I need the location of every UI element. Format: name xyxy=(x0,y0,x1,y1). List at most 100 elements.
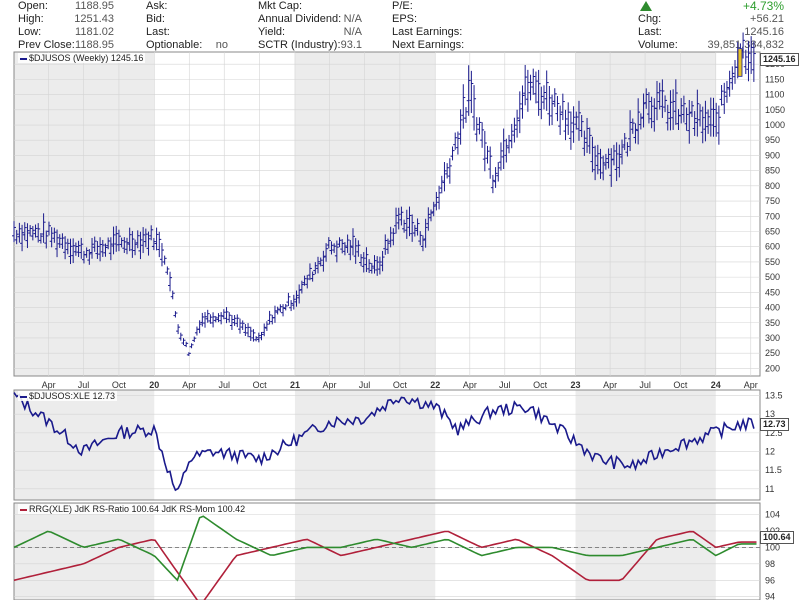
optionable-label: Optionable: xyxy=(146,39,203,51)
yield-label: Yield: xyxy=(258,26,286,38)
y-tick-label: 500 xyxy=(765,272,780,282)
year-shade-band xyxy=(294,503,436,600)
y-tick-label: 98 xyxy=(765,559,775,569)
x-tick-label: Apr xyxy=(603,380,617,390)
year-shade-band xyxy=(575,390,716,500)
y-tick-label: 96 xyxy=(765,575,775,585)
y-tick-label: 750 xyxy=(765,196,780,206)
percent-change: +4.73% xyxy=(742,0,784,13)
y-tick-label: 102 xyxy=(765,526,780,536)
pe-label: P/E: xyxy=(392,0,413,12)
y-tick-label: 1000 xyxy=(765,120,785,130)
next-earnings-label: Next Earnings: xyxy=(392,39,465,51)
chg-label: Chg: xyxy=(638,13,662,25)
y-tick-label: 400 xyxy=(765,303,780,313)
y-tick-label: 950 xyxy=(765,135,780,145)
y-tick-label: 94 xyxy=(765,592,775,600)
ratio-last-badge: 12.73 xyxy=(760,418,789,431)
y-tick-label: 450 xyxy=(765,287,780,297)
rrg-chart-panel[interactable]: 94 96 98 100 102 104 RRG(XLE) JdK RS-Ratio 10… xyxy=(13,502,794,600)
y-tick-label: 100 xyxy=(765,542,780,552)
price-chart-panel[interactable]: 200 250 300 350 400 450 500 550 600 650 700 750 800 8… xyxy=(12,32,799,390)
x-tick-label: 21 xyxy=(290,380,300,390)
panel-frame xyxy=(13,502,761,600)
x-tick-label: Apr xyxy=(744,380,758,390)
prev-close-label: Prev Close: xyxy=(18,39,75,51)
x-tick-label: Apr xyxy=(42,380,56,390)
up-arrow-icon xyxy=(640,1,652,11)
year-shade-band xyxy=(14,503,155,600)
y-tick-label: 200 xyxy=(765,363,780,373)
year-shade-band xyxy=(294,390,436,500)
volume-value: 39,851,384,832 xyxy=(707,39,784,51)
x-tick-label: Oct xyxy=(112,380,127,390)
low-value: 1181.02 xyxy=(75,26,114,38)
y-tick-label: 11.5 xyxy=(765,465,782,475)
y-tick-label: 900 xyxy=(765,150,780,160)
y-tick-label: 650 xyxy=(765,226,780,236)
bid-label: Bid: xyxy=(146,13,165,25)
x-tick-label: Jul xyxy=(78,380,90,390)
rrg-chart-svg: 94 96 98 100 102 104 xyxy=(13,502,780,600)
ratio-chart-svg: 11 11.5 12 12.5 13 13.5 xyxy=(13,389,783,501)
y-tick-label: 850 xyxy=(765,166,780,176)
y-tick-label: 300 xyxy=(765,333,780,343)
ratio-series-line xyxy=(13,392,755,492)
y-tick-label: 250 xyxy=(765,348,780,358)
y-tick-label: 13 xyxy=(765,409,775,419)
ratio-chart-title: $DJUSOS:XLE 12.73 xyxy=(18,391,118,401)
x-tick-label: Apr xyxy=(182,380,196,390)
rrg-chart-title: RRG(XLE) JdK RS-Ratio 100.64 JdK RS-Mom … xyxy=(18,504,248,514)
price-chart-title: $DJUSOS (Weekly) 1245.16 xyxy=(18,53,146,63)
optionable-value: no xyxy=(215,39,228,51)
x-tick-label: Jul xyxy=(218,380,230,390)
ask-label: Ask: xyxy=(146,0,168,12)
y-tick-label: 1150 xyxy=(765,74,784,84)
last-earnings-label: Last Earnings: xyxy=(392,26,463,38)
x-tick-label: Oct xyxy=(253,380,268,390)
x-tick-label: Oct xyxy=(533,380,548,390)
panel-frame xyxy=(13,51,761,377)
open-label: Open: xyxy=(18,0,48,12)
last-bar-highlight xyxy=(737,48,743,77)
x-tick-label: 24 xyxy=(711,380,721,390)
y-tick-label: 600 xyxy=(765,242,780,252)
low-label: Low: xyxy=(18,26,42,38)
x-tick-label: Jul xyxy=(639,380,651,390)
high-value: 1251.43 xyxy=(74,13,114,25)
y-tick-label: 12 xyxy=(765,447,775,457)
mkt-cap-label: Mkt Cap: xyxy=(258,0,303,12)
open-value: 1188.95 xyxy=(75,0,114,12)
high-label: High: xyxy=(18,13,44,25)
eps-label: EPS: xyxy=(392,13,418,25)
last-label: Last: xyxy=(146,26,170,38)
price-chart-svg: 200 250 300 350 400 450 500 550 600 650 700 750 800 8… xyxy=(12,32,785,390)
x-tick-label: 20 xyxy=(149,380,159,390)
y-tick-label: 104 xyxy=(765,510,780,520)
x-tick-label: Jul xyxy=(359,380,371,390)
ratio-chart-panel[interactable]: 11 11.5 12 12.5 13 13.5 $DJUSOS:XLE 12.73 12.… xyxy=(13,389,789,501)
quote-header: Open: 1188.95 High: 1251.43 Low: 1181.02… xyxy=(0,0,800,52)
panel-frame xyxy=(13,389,761,501)
x-tick-label: Jul xyxy=(499,380,511,390)
rrg-last-badge: 100.64 xyxy=(760,531,794,544)
y-tick-label: 11 xyxy=(765,484,774,494)
x-tick-label: Apr xyxy=(463,380,477,390)
volume-label: Volume: xyxy=(638,39,678,51)
rrg-mom-line xyxy=(13,515,757,582)
last-price-value: 1245.16 xyxy=(744,26,784,38)
y-tick-label: 350 xyxy=(765,318,780,328)
year-shade-band xyxy=(14,52,155,376)
year-shade-band xyxy=(294,52,436,376)
chg-value: +56.21 xyxy=(750,13,784,25)
x-tick-label: 22 xyxy=(430,380,440,390)
sctr-label: SCTR (Industry): xyxy=(258,39,341,51)
sctr-value: 93.1 xyxy=(340,39,362,51)
y-tick-label: 12.5 xyxy=(765,428,783,438)
y-tick-label: 800 xyxy=(765,181,780,191)
annual-dividend-label: Annual Dividend: xyxy=(258,13,342,25)
rrg-ratio-line xyxy=(13,530,757,600)
yield-value: N/A xyxy=(343,26,362,38)
x-tick-label: Apr xyxy=(323,380,337,390)
last-price-label: Last: xyxy=(638,26,662,38)
